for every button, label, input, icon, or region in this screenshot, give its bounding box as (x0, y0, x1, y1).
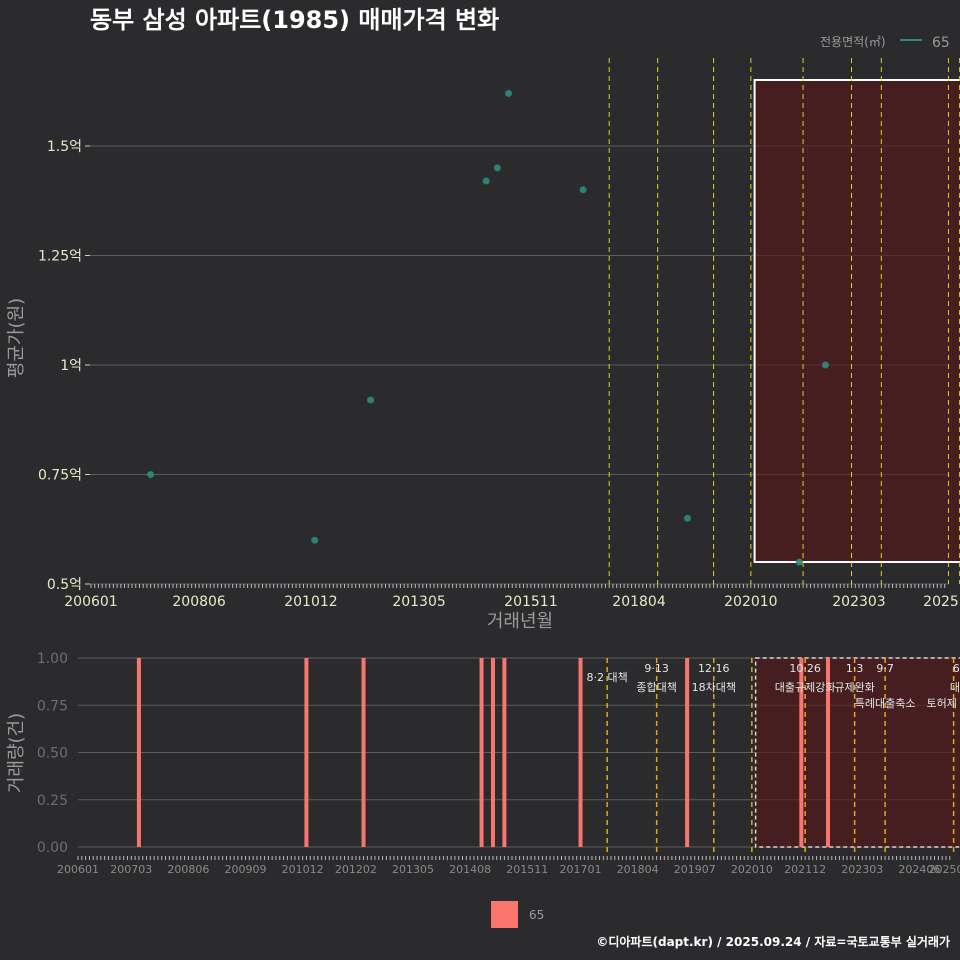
data-point (493, 164, 501, 172)
legend-bottom: 65 (491, 901, 544, 928)
bottom-y-tick-label: 0.75 (37, 698, 68, 714)
data-point (505, 89, 513, 97)
data-point (147, 471, 155, 478)
bottom-x-tick-label: 200703 (110, 863, 152, 876)
top-x-tick-label: 201012 (284, 594, 337, 610)
top-y-tick-label: 1.5억 (47, 139, 82, 155)
bottom-x-tick-label: 202112 (784, 863, 826, 876)
bottom-y-tick-label: 0.50 (37, 746, 68, 762)
bottom-x-tick-label: 201408 (449, 863, 491, 876)
policy-label: 8·2 대책 (587, 671, 628, 684)
top-y-tick-label: 1억 (60, 358, 82, 374)
top-x-tick-label: 2025 (923, 594, 959, 610)
bottom-x-tick-label: 202010 (731, 863, 773, 876)
volume-bar (361, 658, 366, 847)
data-point (795, 558, 803, 566)
volume-bar (490, 658, 495, 847)
bottom-x-tick-label: 201907 (674, 863, 716, 876)
bottom-y-tick-label: 0.00 (37, 840, 68, 856)
data-point (311, 536, 319, 544)
legend-swatch (491, 901, 518, 928)
policy-label: 대출규 (950, 681, 960, 694)
policy-date: 9·13 (644, 662, 669, 675)
legend-bottom-entry: 65 (529, 908, 544, 922)
top-x-tick-label: 202303 (832, 594, 885, 610)
top-y-tick-label: 0.5억 (47, 577, 82, 593)
top-x-tick-label: 200806 (172, 594, 226, 610)
legend-top: 전용면적(㎡) 65 (820, 35, 950, 51)
bottom-x-tick-label: 201701 (560, 863, 602, 876)
volume-bar (685, 658, 690, 847)
bottom-x-tick-label: 200601 (57, 863, 99, 876)
top-highlight-box (753, 79, 960, 563)
top-x-tick-label: 201804 (612, 594, 666, 610)
data-point (482, 177, 490, 185)
bottom-y-axis-title: 거래량(건) (6, 713, 27, 793)
volume-bar (799, 658, 804, 847)
policy-date: 1·3 (846, 662, 864, 675)
top-y-tick-label: 0.75억 (38, 468, 82, 484)
volume-bar (825, 658, 830, 847)
top-x-tick-label: 202010 (724, 594, 777, 610)
bottom-x-tick-label: 200806 (167, 863, 209, 876)
bottom-x-tick-label: 202406 (898, 863, 940, 876)
bottom-x-tick-label: 200909 (225, 863, 267, 876)
volume-bar (479, 658, 484, 847)
policy-label: 대출규제강화 (775, 681, 836, 694)
data-point (683, 514, 691, 522)
bottom-highlight-box (754, 657, 960, 848)
top-x-tick-label: 201511 (504, 594, 557, 610)
legend-title: 전용면적(㎡) (820, 35, 886, 49)
policy-date: 9·7 (876, 662, 894, 675)
volume-bar (136, 658, 141, 847)
data-point (367, 396, 375, 404)
policy-label: 18차대책 (692, 681, 736, 694)
bottom-x-tick-label: 201202 (335, 863, 377, 876)
policy-date: 12·16 (698, 662, 730, 675)
data-point (821, 361, 829, 369)
volume-bar (578, 658, 583, 847)
bottom-x-tick-label: 201511 (506, 863, 548, 876)
bottom-y-tick-label: 1.00 (37, 651, 68, 667)
top-x-tick-label: 200601 (64, 594, 117, 610)
policy-label: 특례대출축소 (855, 697, 916, 710)
policy-date: 6·27 (953, 662, 960, 675)
policy-label: 종합대책 (636, 681, 676, 694)
policy-label: 규제완화 (834, 681, 874, 694)
bottom-x-tick-label: 202303 (841, 863, 883, 876)
volume-bar (304, 658, 309, 847)
top-y-tick-label: 1.25억 (38, 249, 82, 265)
chart-title: 동부 삼성 아파트(1985) 매매가격 변화 (90, 6, 499, 34)
legend-entry: 65 (932, 35, 950, 51)
bottom-x-tick-label: 201305 (392, 863, 434, 876)
bottom-x-tick-label: 201012 (282, 863, 324, 876)
policy-label: 토허제 해제 (927, 696, 960, 710)
bottom-x-tick-label: 20250 (929, 863, 960, 876)
data-point (579, 186, 587, 194)
bottom-y-tick-label: 0.25 (37, 793, 68, 809)
top-x-axis-title: 거래년월 (487, 611, 553, 632)
top-y-axis-title: 평균가(원) (6, 298, 27, 378)
top-x-tick-label: 201305 (392, 594, 445, 610)
bottom-panel: 0.00 0.25 0.50 0.75 1.00 8·2 대책 9·13 종합대책 12·16 1… (37, 651, 960, 876)
policy-date: 10·26 (789, 662, 821, 675)
top-panel: 0.5억 0.75억 1억 1.25억 1.5억 200601 200806 201012 20… (38, 58, 960, 610)
bottom-x-tick-label: 201804 (617, 863, 659, 876)
footer-credit: ©디아파트(dapt.kr) / 2025.09.24 / 자료=국토교통부 실… (596, 934, 950, 949)
volume-bar (502, 658, 507, 847)
